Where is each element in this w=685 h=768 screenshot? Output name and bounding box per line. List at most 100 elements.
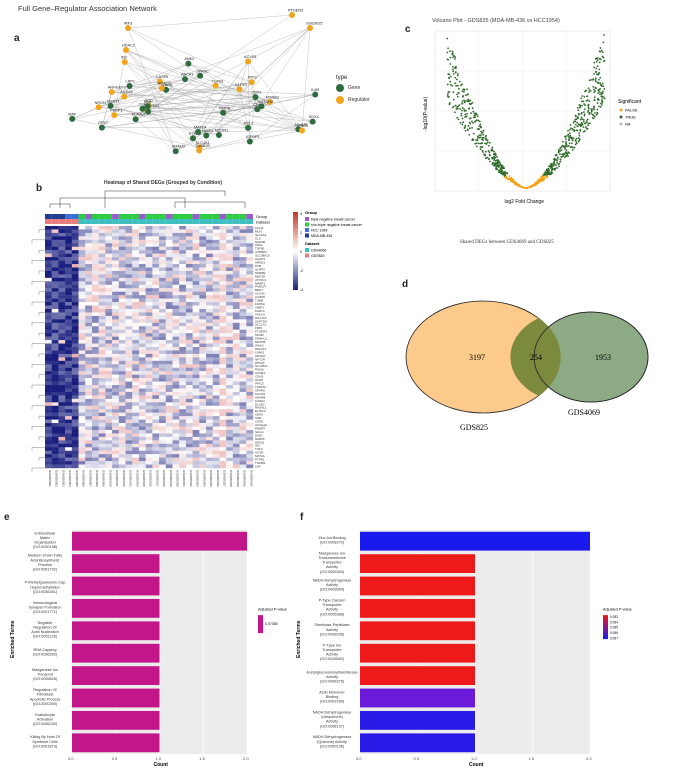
volcano-point <box>557 148 560 151</box>
heatmap-cell <box>85 450 93 455</box>
heatmap-cell <box>212 232 220 237</box>
volcano-point <box>592 78 594 81</box>
volcano-point <box>465 109 467 112</box>
heatmap-cell <box>199 395 207 400</box>
volcano-point <box>471 138 474 141</box>
heatmap-cell <box>51 461 59 465</box>
heatmap-cell <box>246 409 254 413</box>
heatmap-cell <box>138 336 146 341</box>
heatmap-cell <box>165 322 173 327</box>
heatmap-cell <box>132 419 140 424</box>
enriched-term-label: Zinc Ion Binding (GO:0008270) <box>318 536 345 545</box>
heatmap-cell <box>138 288 146 292</box>
heatmap-cell <box>91 288 99 292</box>
heatmap-cell <box>125 315 133 320</box>
heatmap-cell <box>78 436 86 441</box>
heatmap-cell <box>125 412 133 417</box>
heatmap-cell <box>246 378 254 382</box>
network-edge <box>175 101 270 152</box>
volcano-point <box>582 126 585 129</box>
dataset-annotation-cell <box>138 219 146 224</box>
heatmap-cell <box>45 236 52 241</box>
heatmap-cell <box>172 416 180 420</box>
heatmap-cell <box>91 391 99 396</box>
legend-group-swatch <box>305 222 309 227</box>
heatmap-cell <box>105 343 113 348</box>
heatmap-cell <box>85 381 93 386</box>
heatmap-cell <box>206 395 213 400</box>
heatmap-cell <box>51 226 59 230</box>
heatmap-cell <box>45 433 52 438</box>
heatmap-cell <box>246 336 254 341</box>
colorbar-tick: 0 <box>300 250 302 254</box>
heatmap-cell <box>192 402 200 406</box>
heatmap-cell <box>45 409 52 413</box>
volcano-point <box>587 122 590 125</box>
heatmap-cell <box>78 232 86 237</box>
heatmap-cell <box>219 416 227 420</box>
heatmap-cell <box>125 264 133 268</box>
heatmap-cell <box>51 267 59 272</box>
heatmap-cell <box>239 423 247 427</box>
heatmap-cell <box>85 319 93 323</box>
heatmap-cell <box>199 360 207 365</box>
heatmap-cell <box>98 333 106 337</box>
heatmap-cell <box>212 447 220 451</box>
volcano-legend-title: Significant <box>618 99 642 105</box>
volcano-point <box>468 102 471 105</box>
network-edge <box>125 49 194 139</box>
heatmap-cell <box>172 264 180 268</box>
heatmap-cell <box>179 267 187 272</box>
heatmap-cell <box>78 257 86 261</box>
network-node <box>126 82 133 89</box>
volcano-point <box>579 106 582 108</box>
heatmap-cell <box>212 291 220 296</box>
heatmap-cell <box>78 371 86 375</box>
heatmap-cell <box>246 298 254 303</box>
network-node <box>220 109 227 116</box>
heatmap-cell <box>65 398 73 403</box>
network-node <box>123 47 129 53</box>
network-edge <box>206 27 311 136</box>
heatmap-cell <box>219 329 227 334</box>
heatmap-cell <box>58 385 66 389</box>
heatmap-cell <box>239 260 247 265</box>
heatmap-cell <box>212 253 220 258</box>
heatmap-cell <box>185 447 193 451</box>
heatmap-cell <box>132 226 140 230</box>
heatmap-cell <box>192 423 200 427</box>
heatmap-cell <box>179 374 187 379</box>
heatmap-cell <box>152 426 160 431</box>
network-edge <box>148 105 176 152</box>
heatmap-cell <box>179 388 187 393</box>
heatmap-cell <box>232 461 240 465</box>
heatmap-cell <box>112 302 120 306</box>
heatmap-cell <box>165 419 173 424</box>
heatmap-cell <box>246 246 254 251</box>
enrichment-bar <box>72 710 160 730</box>
heatmap-cell <box>212 433 220 438</box>
heatmap-cell <box>179 433 187 438</box>
heatmap-cell <box>91 267 99 272</box>
heatmap-cell <box>98 429 106 434</box>
heatmap-cell <box>152 457 160 462</box>
heatmap-cell <box>232 281 240 285</box>
heatmap-cell <box>206 340 213 344</box>
heatmap-cell <box>71 426 79 431</box>
heatmap-gene-label: TUBB <box>255 299 263 303</box>
heatmap-gene-label: TAGLN <box>255 312 265 316</box>
heatmap-cell <box>91 409 99 413</box>
network-legend-gene: Gene <box>336 84 370 92</box>
volcano-point <box>494 164 497 167</box>
colorbar-tick: -4 <box>300 288 303 292</box>
dataset-annotation-cell <box>239 219 247 224</box>
heatmap-cell <box>232 454 240 458</box>
heatmap-cell <box>199 340 207 344</box>
heatmap-cell <box>239 374 247 379</box>
heatmap-cell <box>185 423 193 427</box>
group-annotation-cell <box>65 214 72 219</box>
group-annotation-cell <box>58 214 66 219</box>
network-edge <box>111 78 186 93</box>
heatmap-cell <box>226 374 234 379</box>
heatmap-cell <box>192 357 200 362</box>
